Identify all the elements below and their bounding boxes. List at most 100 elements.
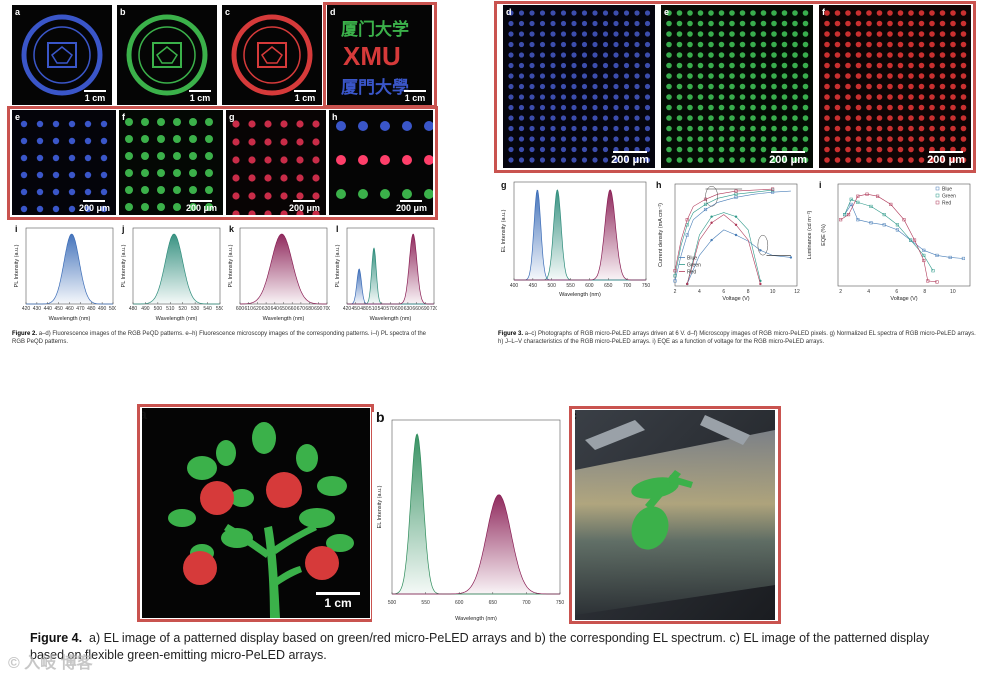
- pixel-dot: [792, 94, 798, 100]
- pixel-dot: [424, 121, 433, 131]
- pixel-dot: [613, 41, 619, 48]
- pixel-dot: [918, 94, 925, 100]
- pixel-dot: [602, 20, 609, 27]
- pixel-dot: [529, 104, 535, 111]
- panel-label: b: [376, 409, 385, 425]
- pixel-dot: [939, 94, 946, 100]
- pixel-dot: [876, 41, 883, 48]
- pixel-dot: [887, 94, 893, 100]
- pixel-dot: [950, 62, 956, 69]
- pixel-dot: [939, 125, 946, 132]
- pixel-dot: [20, 120, 28, 128]
- pixel-dot: [550, 10, 556, 16]
- pixel-dot: [950, 157, 956, 163]
- pixel-dot: [918, 115, 925, 121]
- pixel-dot: [918, 104, 925, 111]
- pixel-dot: [708, 94, 714, 100]
- panel-label: g: [229, 112, 235, 122]
- panel-label: a: [15, 7, 21, 17]
- pixel-dot: [729, 104, 735, 111]
- pixel-dot: [897, 73, 904, 79]
- pixel-dot: [960, 125, 967, 132]
- series-line: [674, 188, 773, 271]
- pixel-dot: [687, 104, 693, 111]
- pixel-dot: [560, 125, 567, 132]
- pixel-dot: [602, 146, 609, 153]
- pixel-dot: [939, 73, 946, 79]
- pixel-dot: [666, 52, 672, 58]
- pixel-dot: [592, 73, 598, 79]
- pixel-dot: [312, 156, 320, 164]
- pixel-dot: [634, 125, 640, 132]
- spectrum-line: [514, 189, 646, 281]
- pixel-dot: [792, 125, 798, 132]
- pixel-dot: [518, 104, 525, 111]
- pixel-dot: [666, 94, 672, 100]
- pixel-dot: [560, 104, 567, 111]
- spectrum-fill: [240, 234, 327, 304]
- spectrum-fill: [392, 434, 560, 594]
- pixel-dot: [908, 73, 914, 79]
- pixel-dot: [845, 146, 851, 153]
- pixel-dot: [264, 120, 272, 128]
- pixel-dot: [824, 136, 830, 142]
- pixel-dot: [623, 62, 630, 69]
- pixel-dot: [687, 31, 693, 37]
- pixel-dot: [708, 146, 714, 153]
- pixel-dot: [173, 203, 181, 211]
- pixel-dot: [739, 31, 746, 37]
- pixel-dot: [571, 62, 577, 69]
- pixel-dot: [508, 20, 514, 27]
- pixel-dot: [84, 154, 92, 162]
- pixel-dot: [644, 115, 651, 121]
- pixel-dot: [623, 10, 630, 16]
- pixel-dot: [508, 31, 514, 37]
- pixel-dot: [855, 52, 862, 58]
- x-tick-label: 540: [203, 306, 212, 312]
- pixel-dot: [634, 104, 640, 111]
- pixel-dot: [560, 157, 567, 163]
- pixel-dot: [264, 138, 272, 146]
- pixel-dot: [708, 136, 714, 142]
- pixel-dot: [312, 120, 320, 128]
- pixel-dot: [644, 20, 651, 27]
- pixel-dot: [718, 20, 725, 27]
- pixel-dot: [529, 52, 535, 58]
- pixel-dot: [876, 125, 883, 132]
- pixel-dot: [866, 20, 872, 27]
- pixel-dot: [739, 62, 746, 69]
- pixel-dot: [623, 146, 630, 153]
- pixel-dot: [613, 73, 619, 79]
- pixel-dot: [644, 94, 651, 100]
- x-tick-label: 680: [305, 306, 314, 312]
- pixel-dot: [508, 104, 514, 111]
- pixel-dot: [602, 136, 609, 142]
- pixel-dot: [539, 125, 546, 132]
- series-line: [844, 203, 964, 259]
- pixel-dot: [824, 83, 830, 90]
- pixel-dot: [539, 146, 546, 153]
- x-axis-label: Wavelength (nm): [559, 292, 601, 298]
- pixel-dot: [666, 83, 672, 90]
- pixel-dot: [739, 73, 746, 79]
- pixel-dot: [824, 62, 830, 69]
- pixel-dot: [845, 136, 851, 142]
- pixel-dot: [550, 136, 556, 142]
- pixel-dot: [189, 152, 197, 160]
- pixel-dot: [802, 146, 809, 153]
- pixel-dot: [634, 10, 640, 16]
- y-axis-label: PL Intensity (a.u.): [228, 244, 234, 287]
- pixel-dot: [264, 192, 272, 200]
- pixel-dot: [560, 10, 567, 16]
- x-tick-label: 4: [698, 289, 701, 295]
- pixel-dot: [508, 52, 514, 58]
- pixel-dot: [248, 210, 256, 215]
- pixel-dot: [960, 20, 967, 27]
- spectrum-line: [392, 494, 560, 595]
- pixel-dot: [729, 41, 735, 48]
- pixel-dot: [68, 137, 76, 145]
- pixel-dot: [508, 83, 514, 90]
- pixel-dot: [834, 73, 841, 79]
- pixel-dot: [718, 157, 725, 163]
- pixel-dot: [68, 154, 76, 162]
